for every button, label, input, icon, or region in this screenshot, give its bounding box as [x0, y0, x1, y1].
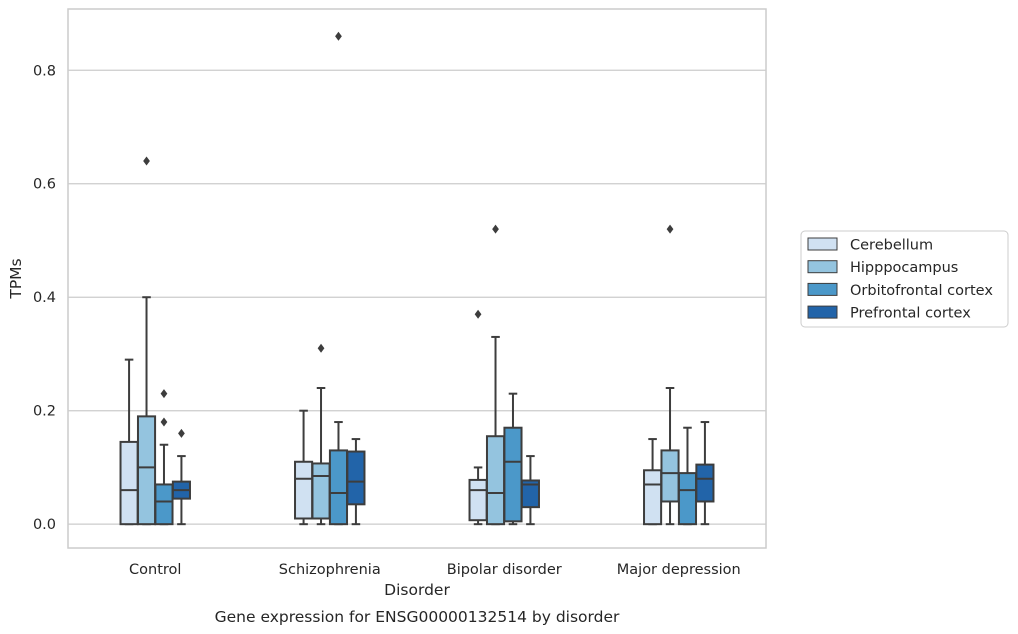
box-iqr	[119, 440, 139, 526]
box-iqr	[311, 462, 331, 520]
box-orbitofrontal-cortex	[154, 389, 174, 526]
box-iqr	[154, 483, 174, 526]
chart-caption: Gene expression for ENSG00000132514 by d…	[215, 608, 620, 626]
outlier-marker	[178, 428, 185, 438]
y-tick-label: 0.2	[33, 404, 56, 420]
outlier-marker	[492, 224, 499, 234]
x-tick-label: Schizophrenia	[279, 562, 381, 578]
box-plot-series	[119, 31, 715, 526]
legend-swatch	[807, 237, 838, 251]
box-iqr	[695, 463, 715, 503]
outlier-marker	[143, 156, 150, 166]
box-cerebellum	[468, 309, 488, 526]
box-cerebellum	[294, 409, 314, 526]
box-cerebellum	[643, 438, 663, 526]
y-tick-label: 0.6	[33, 177, 56, 193]
box-prefrontal-cortex	[695, 421, 715, 526]
outlier-marker	[335, 31, 342, 41]
box-iqr	[468, 478, 488, 522]
x-tick-label: Control	[129, 562, 181, 578]
y-tick-label: 0.4	[33, 290, 56, 306]
legend-label: Hipppocampus	[850, 260, 958, 276]
box-iqr	[346, 450, 366, 506]
legend-frame	[800, 230, 1009, 328]
y-axis-label: TPMs	[7, 258, 25, 299]
plot-area-frame	[67, 8, 767, 549]
legend: Cerebellum Hipppocampus Orbitofrontal cort…	[800, 230, 1009, 328]
box-iqr	[643, 469, 663, 526]
legend-label: Orbitofrontal cortex	[850, 283, 993, 299]
legend-swatch	[807, 305, 838, 319]
y-tick-label: 0.8	[33, 63, 56, 79]
box-hipppocampus	[311, 343, 331, 526]
outlier-marker	[160, 389, 168, 399]
box-prefrontal-cortex	[171, 428, 191, 526]
box-hipppocampus	[136, 156, 157, 526]
box-iqr	[660, 449, 680, 503]
box-iqr	[503, 426, 523, 523]
legend-label: Prefrontal cortex	[850, 306, 971, 322]
x-axis-label: Disorder	[384, 581, 450, 599]
box-iqr	[136, 415, 157, 526]
box-iqr	[485, 435, 506, 526]
x-tick-label: Bipolar disorder	[447, 562, 562, 578]
legend-swatch	[807, 282, 838, 296]
box-orbitofrontal-cortex	[677, 426, 698, 526]
box-prefrontal-cortex	[346, 438, 366, 526]
box-prefrontal-cortex	[520, 455, 540, 526]
box-cerebellum	[119, 358, 139, 526]
outlier-marker	[666, 224, 674, 234]
x-tick-label: Major depression	[617, 562, 741, 578]
outlier-marker	[160, 417, 168, 427]
box-iqr	[294, 460, 314, 520]
outlier-marker	[474, 309, 482, 319]
x-axis-ticks: Control Schizophrenia Bipolar disorder Majo…	[129, 562, 741, 578]
box-hipppocampus	[485, 224, 506, 526]
box-orbitofrontal-cortex	[503, 392, 523, 526]
outlier-marker	[317, 343, 325, 353]
y-tick-label: 0.0	[33, 517, 56, 533]
legend-label: Cerebellum	[850, 238, 933, 254]
box-hipppocampus	[660, 224, 680, 526]
y-axis-ticks: 0.0 0.2 0.4 0.6 0.8	[33, 63, 56, 533]
box-iqr	[677, 472, 698, 526]
box-iqr	[520, 479, 540, 509]
legend-swatch	[807, 260, 838, 274]
box-iqr	[328, 449, 349, 526]
box-orbitofrontal-cortex	[328, 31, 349, 526]
